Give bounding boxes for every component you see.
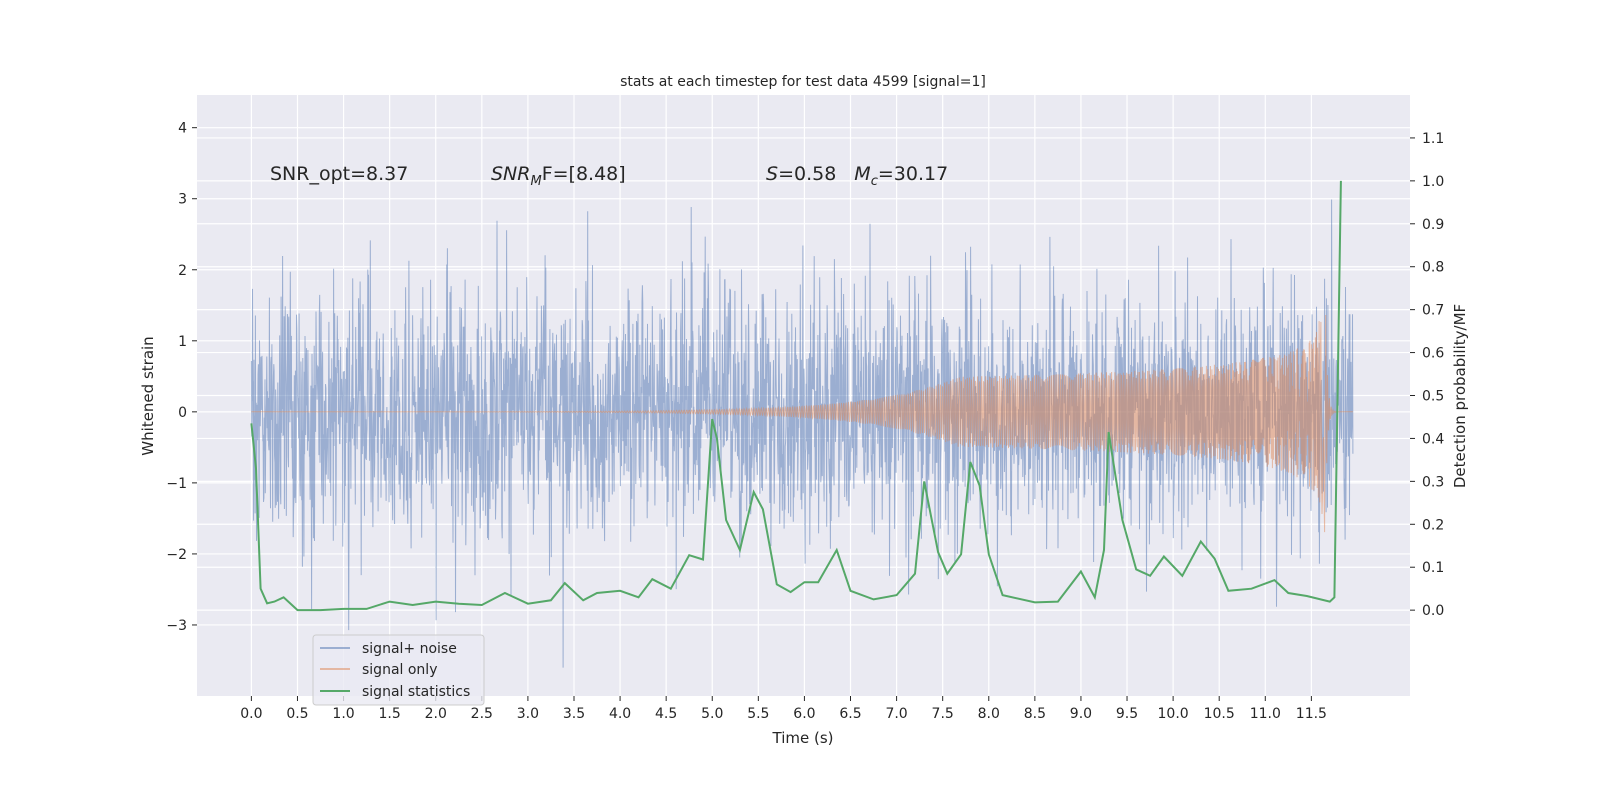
y-right-tick-label: 1.1 bbox=[1422, 131, 1444, 147]
annotation-snr-mf: SNRMF=[8.48] bbox=[491, 163, 626, 189]
x-tick-label: 6.0 bbox=[793, 706, 815, 722]
plot-area bbox=[250, 180, 1354, 668]
x-tick-label: 4.0 bbox=[609, 706, 631, 722]
y-tick-label: 0 bbox=[178, 405, 187, 421]
x-tick-label: 7.0 bbox=[885, 706, 907, 722]
y-right-tick-label: 0.1 bbox=[1422, 560, 1444, 576]
x-tick-label: 5.5 bbox=[747, 706, 769, 722]
legend: signal+ noise signal only signal statist… bbox=[312, 634, 485, 706]
y-tick-label: 4 bbox=[178, 121, 187, 137]
series-signal-statistics bbox=[250, 180, 1342, 612]
x-tick-label: 9.5 bbox=[1116, 706, 1138, 722]
x-tick-label: 11.0 bbox=[1250, 706, 1281, 722]
y-right-tick-label: 0.7 bbox=[1422, 303, 1444, 319]
x-tick-label: 8.5 bbox=[1024, 706, 1046, 722]
x-tick-label: 9.0 bbox=[1070, 706, 1092, 722]
legend-label-noise: signal+ noise bbox=[362, 641, 457, 657]
annotation-snr-opt: SNR_opt=8.37 bbox=[270, 163, 408, 185]
y-right-tick-label: 0.8 bbox=[1422, 260, 1444, 276]
annotation-s-mc: S=0.58 Mc=30.17 bbox=[766, 163, 948, 189]
x-axis-label: Time (s) bbox=[772, 729, 834, 747]
x-tick-label: 1.5 bbox=[379, 706, 401, 722]
y-right-tick-label: 1.0 bbox=[1422, 174, 1444, 190]
y-tick-label: −3 bbox=[166, 618, 187, 634]
x-tick-label: 0.5 bbox=[286, 706, 308, 722]
y-right-tick-label: 0.9 bbox=[1422, 217, 1444, 233]
x-tick-label: 2.5 bbox=[471, 706, 493, 722]
x-tick-label: 3.5 bbox=[563, 706, 585, 722]
y-tick-label: −2 bbox=[166, 547, 187, 563]
y-tick-label: 3 bbox=[178, 192, 187, 208]
y-axis-right-label: Detection probability/MF bbox=[1451, 304, 1469, 488]
y-tick-label: −1 bbox=[166, 476, 187, 492]
x-tick-label: 4.5 bbox=[655, 706, 677, 722]
y-right-tick-label: 0.6 bbox=[1422, 346, 1444, 362]
s-value: =0.58 bbox=[778, 163, 836, 185]
mc-sub: c bbox=[871, 174, 878, 189]
y-tick-label: 2 bbox=[178, 263, 187, 279]
ticks: 0.0 0.5 1.0 1.5 2.0 2.5 3.0 3.5 4.0 4.5 5.0 5.5 6.0 6… bbox=[166, 121, 1444, 722]
x-tick-label: 8.0 bbox=[978, 706, 1000, 722]
x-tick-label: 7.5 bbox=[932, 706, 954, 722]
mc-label: M bbox=[854, 163, 870, 185]
y-right-tick-label: 0.3 bbox=[1422, 474, 1444, 490]
x-tick-label: 2.0 bbox=[425, 706, 447, 722]
legend-label-stats: signal statistics bbox=[362, 684, 470, 700]
x-tick-label: 0.0 bbox=[240, 706, 262, 722]
y-tick-label: 1 bbox=[178, 334, 187, 350]
series-signal-only bbox=[251, 314, 1353, 533]
y-right-tick-label: 0.5 bbox=[1422, 389, 1444, 405]
snr-mf-rest: F=[8.48] bbox=[542, 163, 626, 185]
snr-mf-main: SNR bbox=[491, 163, 530, 185]
snr-mf-sub: M bbox=[530, 174, 541, 189]
y-right-tick-label: 0.2 bbox=[1422, 517, 1444, 533]
y-right-tick-label: 0.0 bbox=[1422, 603, 1444, 619]
x-tick-label: 6.5 bbox=[839, 706, 861, 722]
y-axis-label: Whitened strain bbox=[139, 336, 157, 455]
x-tick-label: 5.0 bbox=[701, 706, 723, 722]
x-tick-label: 1.0 bbox=[332, 706, 354, 722]
mc-value: =30.17 bbox=[878, 163, 948, 185]
x-tick-label: 11.5 bbox=[1296, 706, 1327, 722]
s-label: S bbox=[766, 163, 778, 185]
x-tick-label: 3.0 bbox=[517, 706, 539, 722]
x-tick-label: 10.5 bbox=[1204, 706, 1235, 722]
legend-label-signal: signal only bbox=[362, 662, 437, 678]
y-right-tick-label: 0.4 bbox=[1422, 431, 1444, 447]
chart-title: stats at each timestep for test data 459… bbox=[620, 74, 986, 90]
x-tick-label: 10.0 bbox=[1158, 706, 1189, 722]
